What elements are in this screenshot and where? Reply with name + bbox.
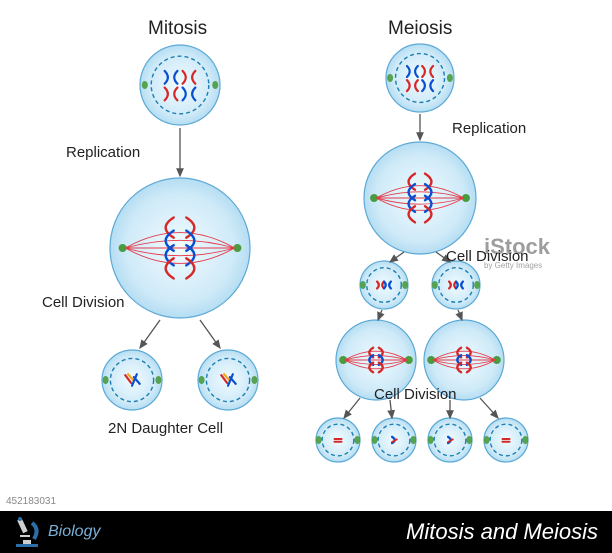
svg-text:by Getty Images: by Getty Images [484,261,542,270]
microscope-icon [10,515,44,549]
mitosis-replication-label: Replication [66,144,140,161]
cell-meiosis-midA [360,261,408,309]
mitosis-daughter-label: 2N Daughter Cell [108,420,223,437]
meiosis-replication-label: Replication [452,120,526,137]
cell-meiosis-parent [386,44,454,112]
cell-meiosis-finC [428,418,473,462]
cell-meiosis-finD [484,418,529,462]
cell-meiosis-midB [432,261,480,309]
istock-watermark: iStock by Getty Images [484,232,604,272]
mitosis-title: Mitosis [148,18,207,40]
cell-mitosis-daughterA [102,350,162,410]
footer-title: Mitosis and Meiosis [406,519,598,545]
cell-mitosis-daughterB [198,350,258,410]
footer-bar: Biology Mitosis and Meiosis [0,511,612,553]
image-id: 452183031 [6,496,56,507]
svg-text:iStock: iStock [484,234,551,259]
cell-meiosis-finB [372,418,417,462]
footer-subject: Biology [48,523,100,541]
mitosis-celldiv-label: Cell Division [42,294,125,311]
cell-meiosis-finA [316,418,361,462]
cell-mitosis-dividing [110,178,250,318]
meiosis-celldiv2-label: Cell Division [374,386,457,403]
cell-meiosis-dividing1 [364,142,476,254]
meiosis-title: Meiosis [388,18,452,40]
cell-mitosis-parent [140,45,220,125]
